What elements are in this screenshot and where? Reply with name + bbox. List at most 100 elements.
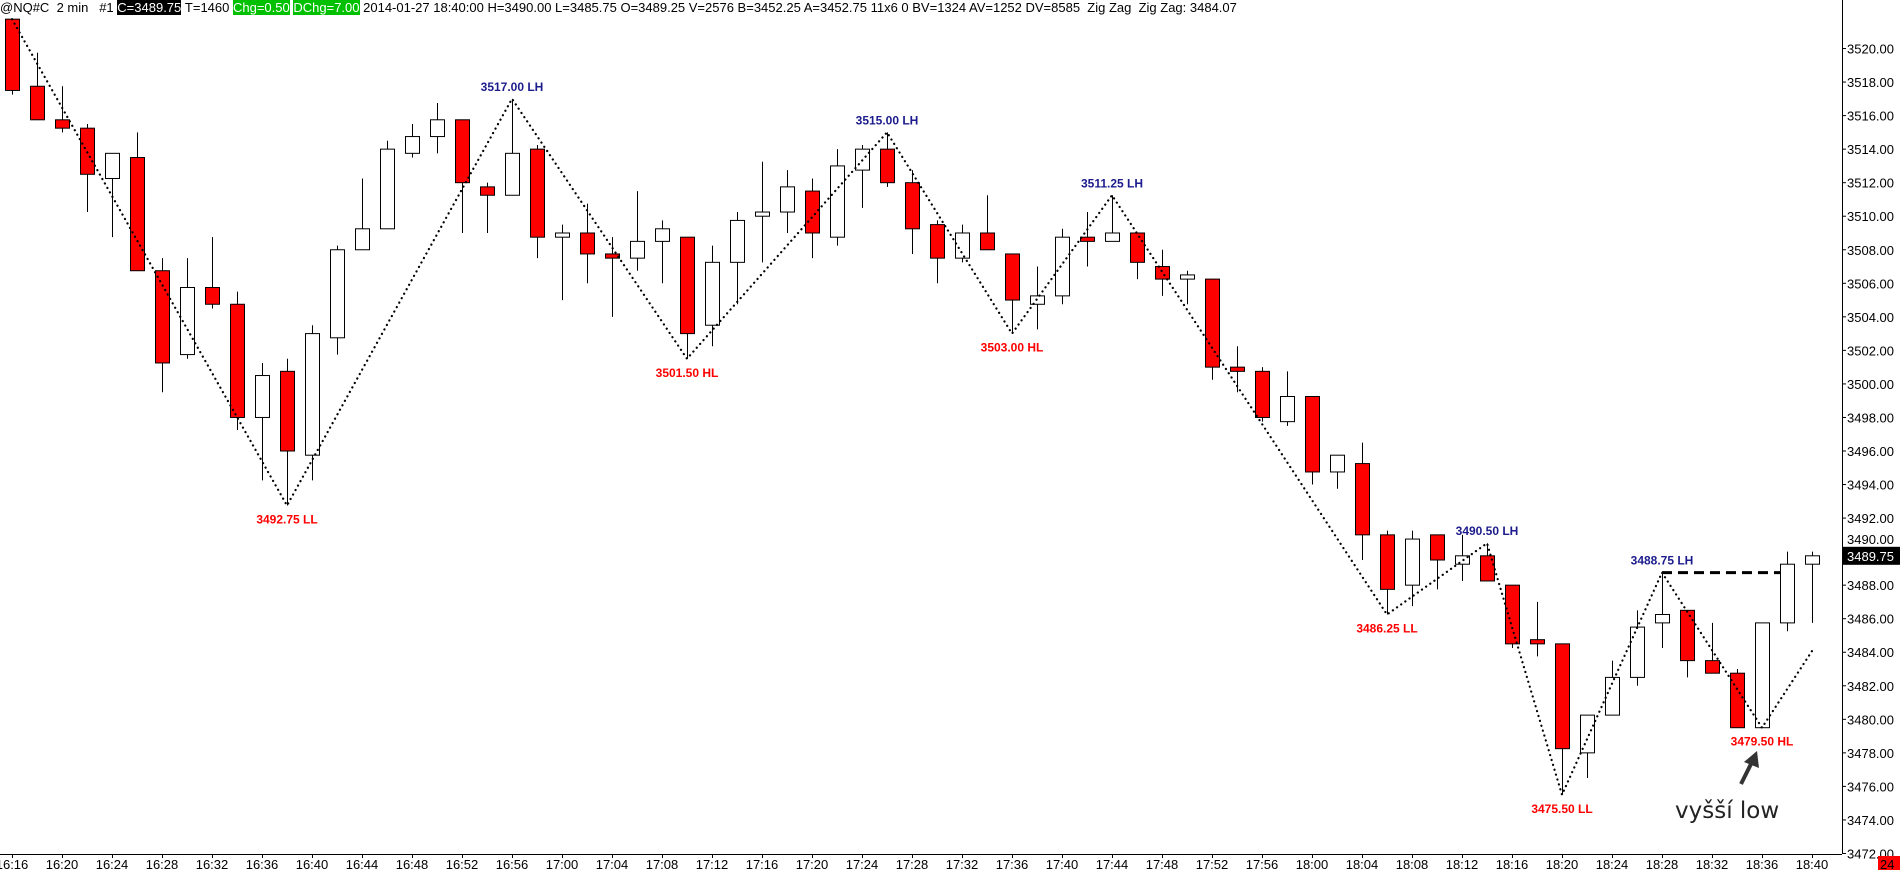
candle [980,195,995,251]
x-tick-label: 16:16 [0,857,28,870]
candle-body-up [705,261,720,326]
y-tick-label: 3520.00 [1847,42,1894,57]
candle [1130,232,1145,280]
plot-area: 3492.75 LL 3517.00 LH 3501.50 HL 3515.00 LH… [5,18,1820,816]
candle [1730,669,1745,729]
candle [155,258,170,393]
x-tick-label: 16:36 [246,857,279,870]
candle-body-up [1330,454,1345,473]
candle [1105,195,1120,242]
candle [755,161,770,263]
x-tick-label: 17:04 [596,857,629,870]
candle [1605,660,1620,716]
candle-body-up [955,232,970,259]
candle-body-down [1530,639,1545,645]
change-value: Chg=0.50 [232,0,290,15]
candle-body-down [80,127,95,175]
candle [1655,572,1670,649]
candle-body-down [1705,660,1720,674]
candle [305,325,320,481]
x-tick-label: 17:08 [646,857,679,870]
x-tick-label: 17:16 [746,857,779,870]
candle-body-up [430,119,445,138]
candle [1680,609,1695,678]
x-tick-label: 16:52 [446,857,479,870]
x-tick-label: 18:24 [1596,857,1629,870]
candle-body-up [1180,274,1195,280]
bar-details: 2014-01-27 18:40:00 H=3490.00 L=3485.75 … [363,0,1237,15]
candle-body-down [155,270,170,364]
pivot-label-low: 3475.50 LL [1531,802,1592,816]
candle-body-down [205,286,220,305]
x-tick-label: 17:24 [846,857,879,870]
candle-body-down [1730,672,1745,729]
x-tick-label: 16:32 [196,857,229,870]
candle-body-up [505,152,520,196]
candle [1305,395,1320,485]
tick-count: T=1460 [184,0,230,15]
candle-body-up [1405,538,1420,586]
candle [1055,228,1070,305]
candle-body-down [455,119,470,184]
candle [355,178,370,251]
pivot-label-high: 3488.75 LH [1631,554,1694,568]
candle-body-down [30,85,45,121]
candle [1080,212,1095,267]
y-tick-label: 3484.00 [1847,645,1894,660]
y-tick-label: 3490.00 [1847,532,1894,547]
candle [1280,371,1295,426]
candle [1205,278,1220,380]
x-tick-label: 18:12 [1446,857,1479,870]
candle [555,224,570,301]
x-tick-label: 16:20 [46,857,79,870]
candle [1805,551,1820,623]
zigzag-line [10,18,1814,798]
candle [405,123,420,158]
last-price-label: 3489.75 [1847,549,1894,564]
candle [630,191,645,271]
candle [1355,442,1370,561]
candle [1580,714,1595,779]
candle-body-up [1655,614,1670,624]
y-tick-label: 3514.00 [1847,142,1894,157]
candle-body-up [405,136,420,154]
candle [105,152,120,238]
y-tick-label: 3508.00 [1847,243,1894,258]
daily-change-value: DChg=7.00 [293,0,360,15]
x-tick-label: 16:40 [296,857,329,870]
pivot-label-low: 3479.50 HL [1731,735,1794,749]
x-tick-label: 18:16 [1496,857,1529,870]
candle [480,182,495,233]
corner-badge [1878,856,1900,870]
candle-body-up [1755,622,1770,729]
pivot-label-low: 3501.50 HL [656,366,719,380]
candle [855,144,870,208]
y-tick-label: 3500.00 [1847,377,1894,392]
candle-body-down [130,157,145,272]
candle-body-up [555,232,570,238]
arrow-head [1744,751,1759,768]
x-tick-label: 16:24 [96,857,129,870]
y-tick-label: 3516.00 [1847,109,1894,124]
candle [905,170,920,254]
x-tick-label: 18:40 [1796,857,1829,870]
candle-body-up [1055,236,1070,297]
candle [1630,610,1645,686]
candle-body-down [1080,236,1095,242]
candle [205,237,220,309]
candle-body-up [380,148,395,230]
y-tick-label: 3498.00 [1847,410,1894,425]
candle [1180,270,1195,305]
candle-body-down [1355,463,1370,536]
candle [1705,622,1720,674]
candle-body-up [305,333,320,456]
y-tick-label: 3488.00 [1847,578,1894,593]
candle [430,103,445,154]
candle [1230,346,1245,393]
pivot-label-low: 3492.75 LL [256,513,317,527]
candle-body-up [1580,714,1595,754]
candle-body-up [755,211,770,217]
pivot-label-low: 3486.25 LL [1356,622,1417,636]
candle [1005,253,1020,334]
